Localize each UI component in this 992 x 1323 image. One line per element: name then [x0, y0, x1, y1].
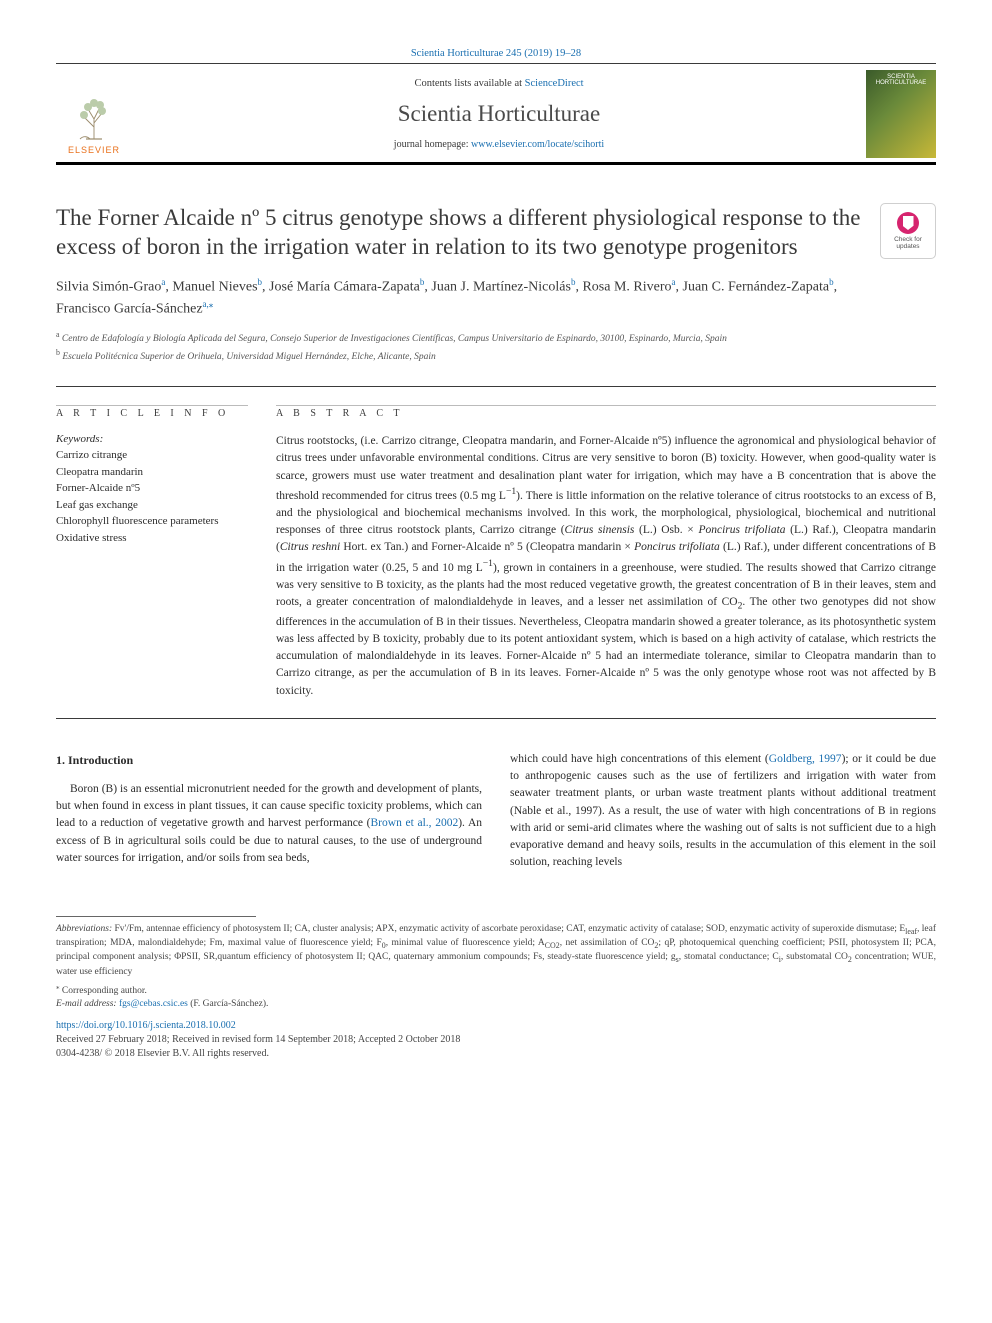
article-info-head: A R T I C L E I N F O — [56, 408, 248, 419]
corresponding-note: ⁎ Corresponding author. — [56, 983, 936, 996]
homepage-link[interactable]: www.elsevier.com/locate/scihorti — [471, 139, 604, 150]
intro-heading: 1. Introduction — [56, 751, 482, 769]
intro-para-2: which could have high concentrations of … — [510, 751, 936, 872]
keywords-list: Carrizo citrange Cleopatra mandarin Forn… — [56, 447, 248, 546]
elsevier-logo: ELSEVIER — [56, 70, 132, 158]
email-line: E-mail address: fgs@cebas.csic.es (F. Ga… — [56, 999, 936, 1009]
journal-cover-thumb: SCIENTIA HORTICULTURAE — [866, 70, 936, 158]
abstract-head: A B S T R A C T — [276, 408, 936, 419]
intro-para-1: Boron (B) is an essential micronutrient … — [56, 781, 482, 867]
abbreviations-footnote: Abbreviations: Fv'/Fm, antennae efficien… — [56, 923, 936, 980]
affiliations: a Centro de Edafología y Biología Aplica… — [56, 329, 866, 364]
body-column-left: 1. Introduction Boron (B) is an essentia… — [56, 751, 482, 872]
citation-link[interactable]: Scientia Horticulturae 245 (2019) 19–28 — [411, 48, 581, 59]
sciencedirect-link[interactable]: ScienceDirect — [525, 78, 584, 89]
check-updates-badge[interactable]: Check for updates — [880, 203, 936, 259]
doi-block: https://doi.org/10.1016/j.scienta.2018.1… — [56, 1019, 936, 1061]
journal-homepage: journal homepage: www.elsevier.com/locat… — [146, 139, 852, 150]
received-dates: Received 27 February 2018; Received in r… — [56, 1033, 936, 1047]
authors-list: Silvia Simón-Graoa, Manuel Nievesb, José… — [56, 276, 866, 319]
elsevier-text: ELSEVIER — [68, 145, 120, 155]
abstract-text: Citrus rootstocks, (i.e. Carrizo citrang… — [276, 433, 936, 700]
citation-header: Scientia Horticulturae 245 (2019) 19–28 — [56, 48, 936, 59]
doi-link[interactable]: https://doi.org/10.1016/j.scienta.2018.1… — [56, 1020, 236, 1031]
journal-name: Scientia Horticulturae — [146, 101, 852, 127]
body-column-right: which could have high concentrations of … — [510, 751, 936, 872]
journal-header: ELSEVIER Contents lists available at Sci… — [56, 63, 936, 165]
email-link[interactable]: fgs@cebas.csic.es — [119, 999, 188, 1009]
contents-available: Contents lists available at ScienceDirec… — [146, 78, 852, 89]
issn-copyright: 0304-4238/ © 2018 Elsevier B.V. All righ… — [56, 1047, 936, 1061]
check-updates-icon — [897, 212, 919, 234]
article-title: The Forner Alcaide nº 5 citrus genotype … — [56, 203, 866, 262]
keywords-label: Keywords: — [56, 433, 248, 445]
elsevier-tree-icon — [66, 89, 122, 145]
footnote-rule — [56, 916, 256, 917]
